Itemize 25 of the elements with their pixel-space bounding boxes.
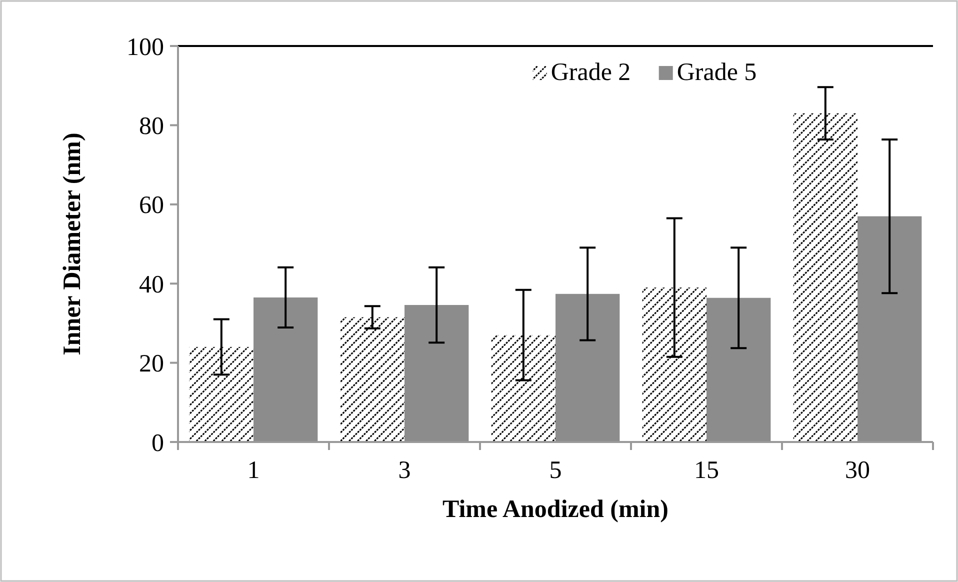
bar [491, 335, 556, 442]
y-tick-label: 40 [139, 271, 164, 298]
bar [793, 113, 858, 442]
bar [189, 346, 254, 442]
x-tick-label: 3 [398, 457, 411, 484]
bar [642, 288, 706, 442]
y-tick-label: 80 [139, 112, 164, 140]
y-tick-label: 20 [139, 350, 164, 378]
legend-label: Grade 5 [676, 59, 757, 86]
bar [254, 297, 318, 442]
bar [404, 304, 469, 442]
x-tick-label: 5 [549, 457, 562, 484]
bar [556, 294, 620, 442]
x-axis-title: Time Anodized (min) [442, 496, 668, 523]
bar [340, 317, 404, 442]
y-axis-title: Inner Diameter (nm) [59, 132, 86, 356]
x-tick-label: 30 [845, 457, 870, 484]
x-tick-label: 1 [247, 457, 260, 484]
bar [706, 298, 771, 442]
y-tick-label: 0 [152, 430, 164, 457]
x-tick-label: 15 [694, 457, 719, 484]
y-tick-label: 60 [139, 192, 164, 220]
y-tick-label: 100 [126, 34, 164, 61]
bar [858, 216, 922, 442]
legend-label: Grade 2 [550, 59, 631, 86]
